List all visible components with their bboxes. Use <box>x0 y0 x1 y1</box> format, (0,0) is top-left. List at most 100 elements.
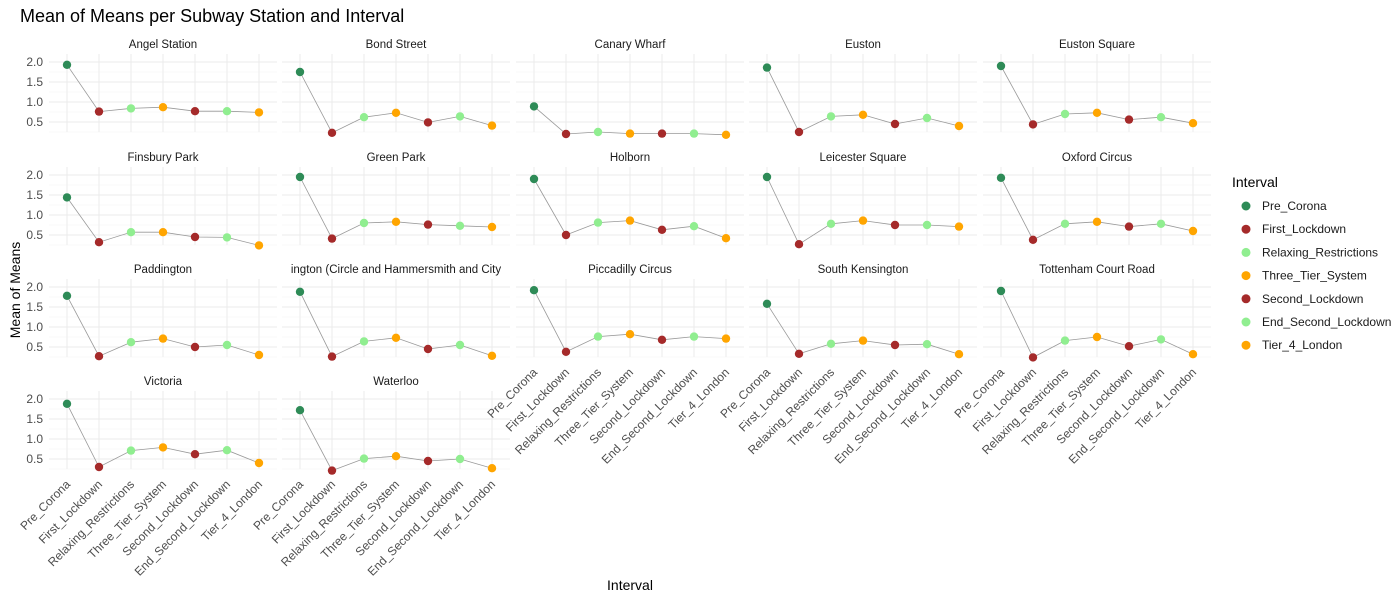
data-point <box>254 241 264 250</box>
data-point <box>254 350 264 360</box>
strip-label: Oxford Circus <box>1062 152 1133 164</box>
data-point <box>487 464 497 473</box>
data-point <box>1092 108 1102 118</box>
facet-panel: Piccadilly Circus <box>516 264 744 358</box>
data-point <box>359 454 369 463</box>
data-point <box>529 102 539 111</box>
data-point <box>1092 332 1102 342</box>
strip-label: Finsbury Park <box>128 152 199 164</box>
data-point <box>794 240 804 249</box>
legend-label: Three_Tier_System <box>1262 269 1367 283</box>
facet-panel: Paddington <box>49 264 277 361</box>
legend: Interval Pre_Corona First_Lockdown Relaxin… <box>1232 174 1391 352</box>
data-point <box>1188 226 1198 236</box>
legend-key <box>1241 247 1251 257</box>
legend-label: Pre_Corona <box>1262 199 1327 213</box>
data-point <box>1060 336 1070 345</box>
y-tick-label: 1.5 <box>26 188 43 202</box>
data-point <box>455 454 465 464</box>
data-point <box>295 287 305 296</box>
facet-panel: Angel Station <box>49 39 277 133</box>
data-point <box>1156 219 1166 228</box>
data-point <box>954 222 964 231</box>
data-point <box>94 462 104 472</box>
legend-key <box>1241 271 1251 281</box>
strip-label: Leicester Square <box>820 152 907 164</box>
y-tick-label: 0.5 <box>26 452 43 466</box>
data-point <box>1188 350 1198 359</box>
data-point <box>794 349 804 358</box>
data-point <box>593 218 603 227</box>
strip-label: Victoria <box>144 376 183 388</box>
legend-key <box>1241 201 1251 211</box>
legend-label: First_Lockdown <box>1262 222 1346 236</box>
y-tick-label: 0.5 <box>26 115 43 129</box>
data-point <box>158 228 168 237</box>
y-tick-label: 1.0 <box>26 432 43 446</box>
data-point <box>625 216 635 225</box>
y-tick-label: 1.0 <box>26 208 43 222</box>
data-point <box>1124 342 1134 351</box>
legend-label: Tier_4_London <box>1262 338 1342 352</box>
data-point <box>1156 335 1166 344</box>
strip-label: South Kensington <box>818 264 909 276</box>
data-point <box>561 347 571 356</box>
data-point <box>721 234 731 243</box>
data-point <box>858 336 868 345</box>
strip-label: Tottenham Court Road <box>1039 264 1155 276</box>
data-point <box>858 110 868 120</box>
x-axis-title: Interval <box>607 577 653 593</box>
y-tick-label: 2.0 <box>26 168 43 182</box>
facet-panel: Oxford Circus <box>983 152 1211 246</box>
strip-label: Holborn <box>610 152 650 164</box>
data-point <box>1188 119 1198 128</box>
data-point <box>423 220 433 229</box>
data-point <box>455 221 465 230</box>
strip-label: Canary Wharf <box>595 39 667 51</box>
data-point <box>327 234 337 243</box>
data-point <box>1028 235 1038 244</box>
chart-title: Mean of Means per Subway Station and Int… <box>20 6 404 26</box>
data-point <box>593 332 603 341</box>
legend-key <box>1241 294 1251 304</box>
data-point <box>62 60 72 69</box>
data-point <box>391 452 401 461</box>
facet-panel: Green Park <box>282 152 510 246</box>
y-tick-label: 1.5 <box>26 75 43 89</box>
data-point <box>158 103 168 112</box>
data-point <box>890 119 900 129</box>
data-point <box>996 286 1006 296</box>
strip-label: Euston <box>845 39 881 51</box>
y-tick-label: 1.0 <box>26 95 43 109</box>
data-point <box>762 299 772 308</box>
data-point <box>954 121 964 131</box>
data-point <box>689 129 699 138</box>
facet-panel: Victoria <box>49 376 277 472</box>
data-point <box>689 332 699 341</box>
y-tick-labels: 0.5 1.0 1.5 2.0 0.5 1.0 1.5 2.0 0.5 1.0 1.5 2.0 0.5 1… <box>26 55 43 466</box>
legend-key <box>1241 317 1251 327</box>
facet-panel: South Kensington <box>749 264 977 359</box>
data-point <box>423 344 433 354</box>
data-point <box>826 219 836 228</box>
data-point <box>327 128 337 137</box>
data-point <box>62 193 72 202</box>
data-point <box>922 113 932 123</box>
y-tick-label: 1.5 <box>26 300 43 314</box>
data-point <box>158 334 168 343</box>
data-point <box>1092 217 1102 226</box>
data-point <box>359 113 369 122</box>
data-point <box>996 61 1006 71</box>
strip-label: Piccadilly Circus <box>588 264 672 276</box>
data-point <box>190 450 200 459</box>
y-tick-label: 2.0 <box>26 55 43 69</box>
legend-key <box>1241 224 1251 234</box>
data-point <box>455 112 465 121</box>
facet-panel: Holborn <box>516 152 744 246</box>
strip-label: Bond Street <box>366 39 428 51</box>
data-point <box>689 222 699 231</box>
data-point <box>222 446 232 455</box>
data-point <box>529 286 539 295</box>
data-point <box>222 107 232 116</box>
data-point <box>359 218 369 228</box>
